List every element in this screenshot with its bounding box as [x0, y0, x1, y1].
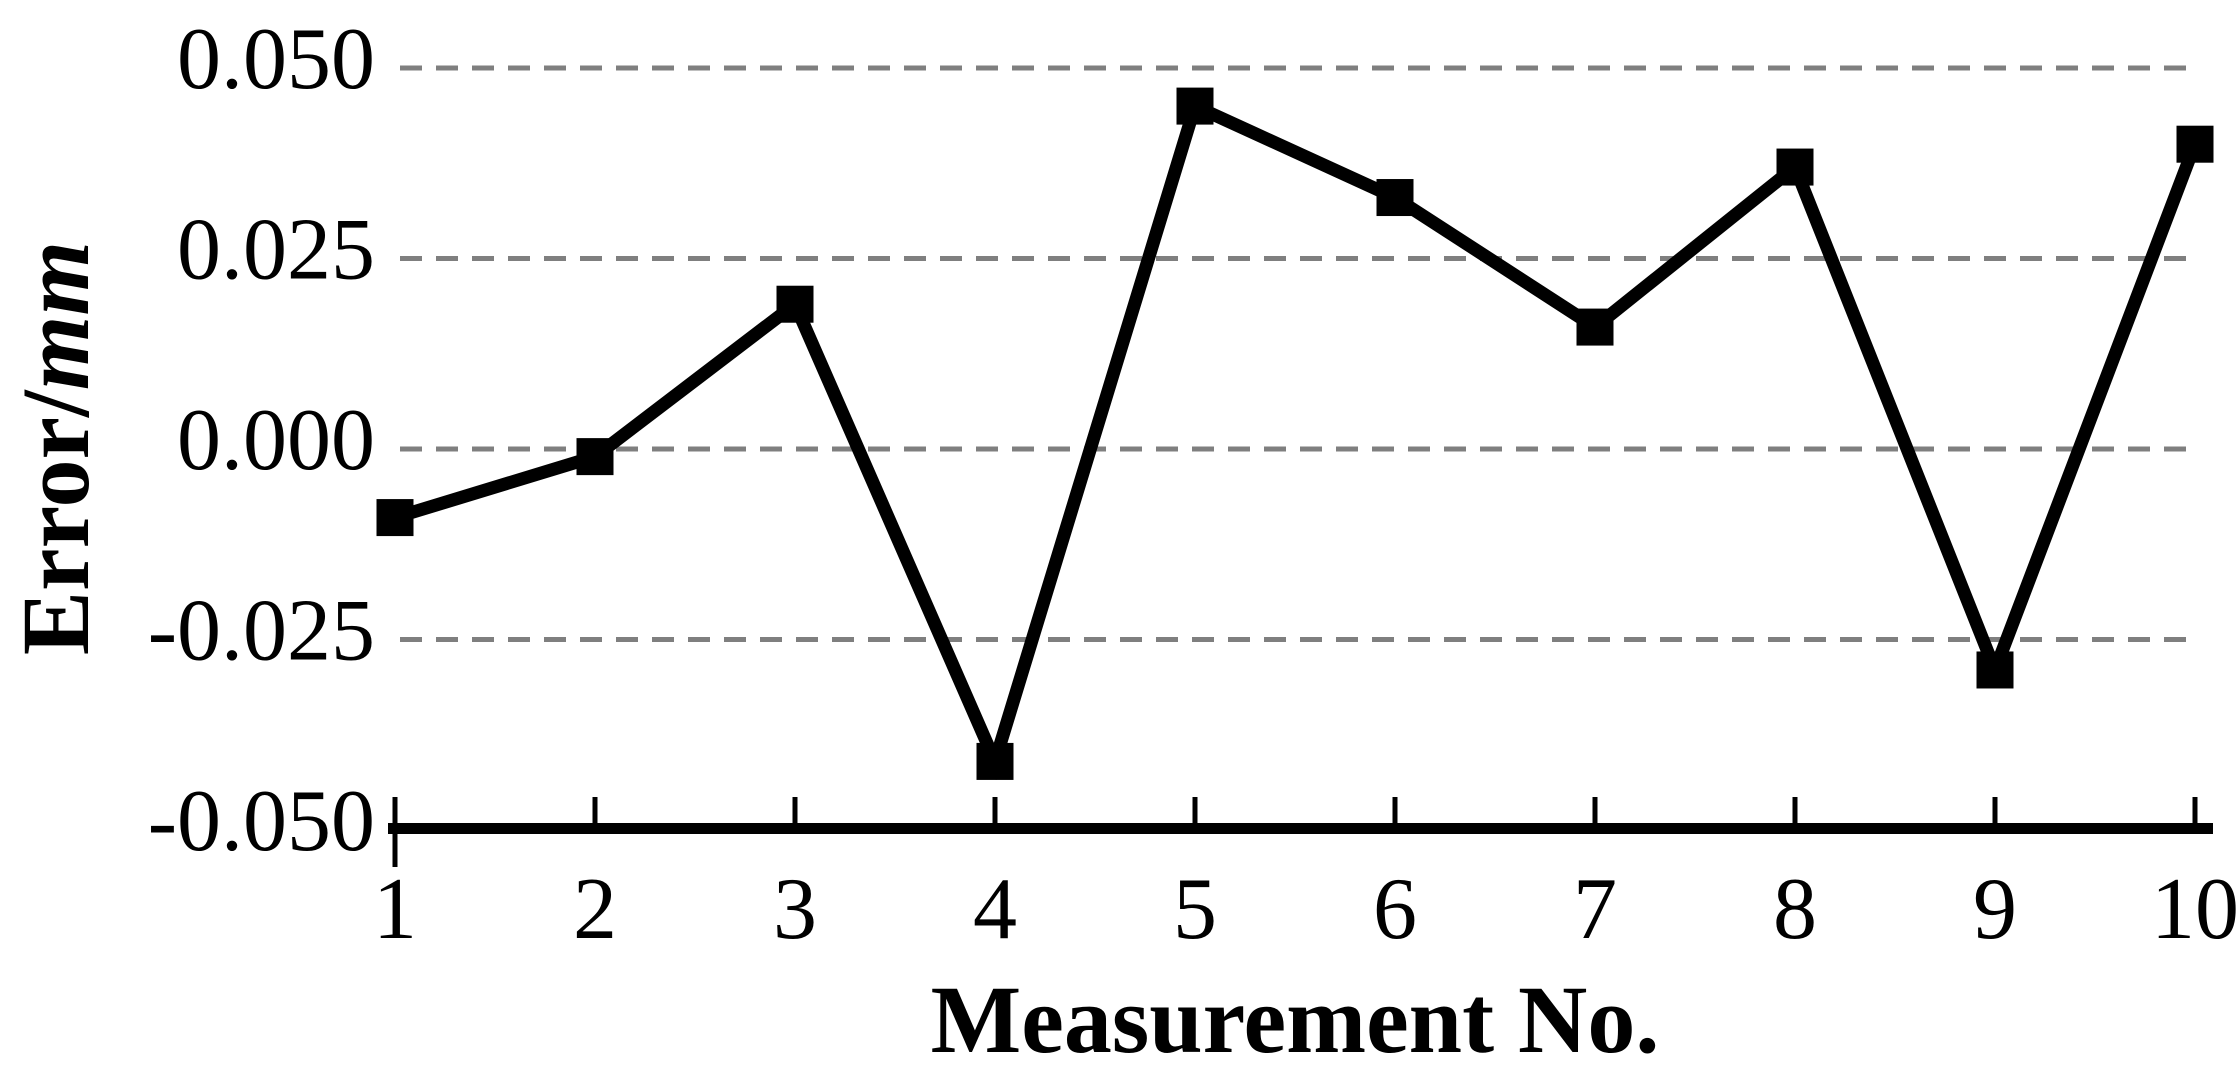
x-tick-label: 3 — [773, 861, 817, 958]
gridlines-group — [400, 65, 2190, 642]
y-axis-title-regular: Error/ — [2, 389, 109, 655]
y-axis-title-italic: mm — [2, 241, 109, 390]
y-tick-label: 0.050 — [177, 11, 375, 108]
data-series-group — [376, 87, 2214, 781]
x-tick-label: 5 — [1173, 861, 1217, 958]
y-axis-tick-labels: 0.050 0.025 0.000 -0.025 -0.050 — [148, 11, 375, 870]
data-marker — [1576, 308, 1614, 346]
y-tick-label: -0.025 — [148, 583, 375, 680]
series-line — [393, 97, 2202, 781]
data-marker — [576, 438, 614, 476]
x-tick-label: 10 — [2151, 861, 2239, 958]
x-axis-tick-labels: 1 2 3 4 5 6 7 8 9 10 — [373, 861, 2239, 958]
y-tick-label: 0.000 — [177, 392, 375, 489]
y-tick-label: -0.050 — [148, 773, 375, 870]
x-tick-label: 9 — [1973, 861, 2017, 958]
x-tick-label: 2 — [573, 861, 617, 958]
data-marker — [1976, 651, 2014, 689]
x-tick-label: 7 — [1573, 861, 1617, 958]
y-tick-label: 0.025 — [177, 202, 375, 299]
x-tick-label: 4 — [973, 861, 1017, 958]
y-axis-title: Error/mm — [2, 241, 109, 655]
x-tick-label: 8 — [1773, 861, 1817, 958]
data-marker — [1376, 179, 1414, 217]
x-axis-title: Measurement No. — [931, 966, 1660, 1073]
data-marker — [376, 499, 414, 537]
data-marker — [1776, 148, 1814, 186]
data-marker — [976, 742, 1014, 780]
data-marker — [2176, 125, 2214, 163]
data-marker — [1176, 87, 1214, 125]
data-marker — [776, 285, 814, 323]
x-tick-label: 1 — [373, 861, 417, 958]
x-axis-line — [388, 823, 2213, 834]
x-axis-group — [388, 797, 2213, 867]
x-tick-label: 6 — [1373, 861, 1417, 958]
